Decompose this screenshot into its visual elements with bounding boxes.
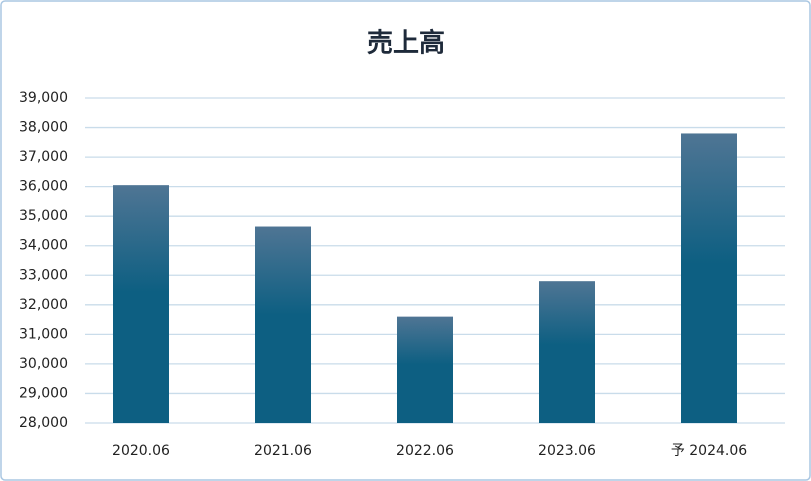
y-tick-label: 28,000 — [19, 415, 68, 431]
x-tick-label: 2022.06 — [396, 443, 454, 459]
x-tick-label: 予 2024.06 — [671, 443, 747, 459]
y-tick-label: 35,000 — [19, 208, 68, 224]
y-tick-label: 30,000 — [19, 356, 68, 372]
y-tick-label: 34,000 — [19, 238, 68, 254]
x-tick-label: 2021.06 — [254, 443, 312, 459]
bar — [397, 316, 453, 423]
y-tick-label: 33,000 — [19, 267, 68, 283]
bar — [681, 133, 737, 424]
y-tick-label: 32,000 — [19, 297, 68, 313]
y-tick-label: 39,000 — [19, 90, 68, 106]
y-tick-label: 37,000 — [19, 149, 68, 165]
bar — [539, 281, 595, 423]
y-tick-label: 36,000 — [19, 179, 68, 195]
bar — [113, 185, 169, 423]
y-tick-label: 38,000 — [19, 120, 68, 136]
x-tick-label: 2020.06 — [112, 443, 170, 459]
chart-title: 売上高 — [367, 28, 445, 59]
y-tick-label: 29,000 — [19, 385, 68, 401]
y-tick-label: 31,000 — [19, 326, 68, 342]
x-tick-label: 2023.06 — [538, 443, 596, 459]
bar — [255, 226, 311, 423]
